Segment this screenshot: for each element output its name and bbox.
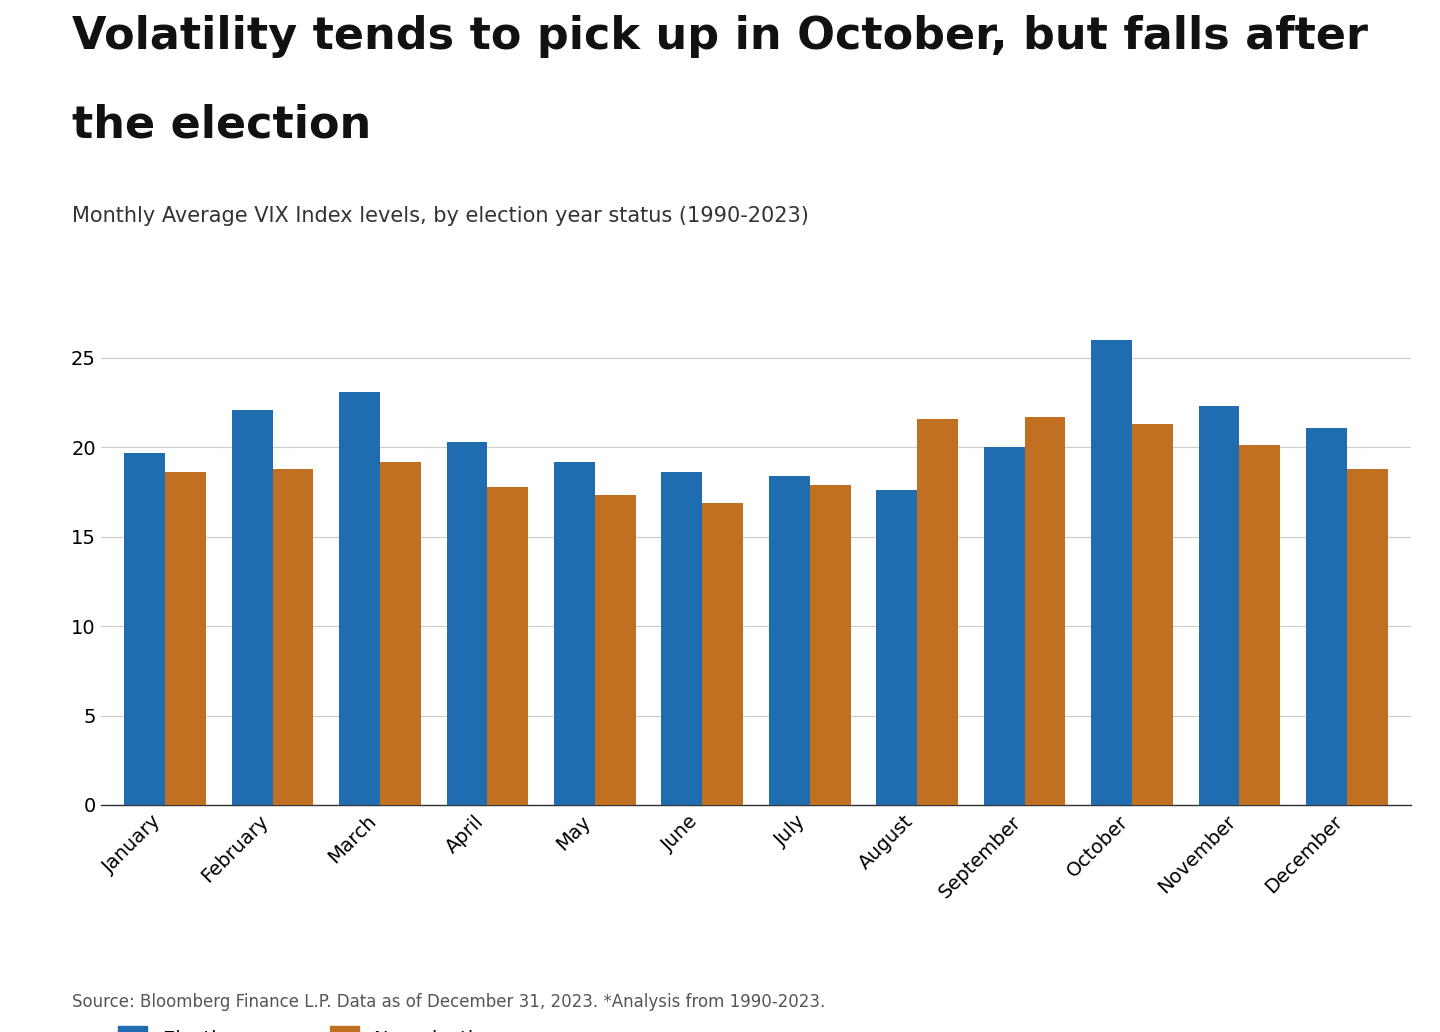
Text: Volatility tends to pick up in October, but falls after: Volatility tends to pick up in October, … xyxy=(72,15,1368,59)
Bar xyxy=(166,473,206,805)
Bar xyxy=(124,453,166,805)
Bar xyxy=(1092,340,1132,805)
Bar xyxy=(380,461,420,805)
Bar xyxy=(661,473,703,805)
Bar xyxy=(769,476,809,805)
Bar xyxy=(877,490,917,805)
Text: Monthly Average VIX Index levels, by election year status (1990-2023): Monthly Average VIX Index levels, by ele… xyxy=(72,206,809,226)
Text: Source: Bloomberg Finance L.P. Data as of December 31, 2023. *Analysis from 1990: Source: Bloomberg Finance L.P. Data as o… xyxy=(72,994,825,1011)
Bar xyxy=(1346,469,1388,805)
Bar xyxy=(272,469,314,805)
Bar xyxy=(984,447,1024,805)
Bar xyxy=(1024,417,1066,805)
Bar xyxy=(1132,424,1172,805)
Text: the election: the election xyxy=(72,103,372,147)
Legend: Election year, Non-election year: Election year, Non-election year xyxy=(111,1019,556,1032)
Bar xyxy=(446,442,488,805)
Bar xyxy=(1306,427,1346,805)
Bar xyxy=(488,486,528,805)
Bar xyxy=(340,392,380,805)
Bar xyxy=(595,495,635,805)
Bar xyxy=(917,419,958,805)
Bar xyxy=(703,503,743,805)
Bar xyxy=(809,485,851,805)
Bar xyxy=(1198,406,1240,805)
Bar xyxy=(1240,446,1280,805)
Bar xyxy=(232,410,272,805)
Bar xyxy=(554,461,595,805)
